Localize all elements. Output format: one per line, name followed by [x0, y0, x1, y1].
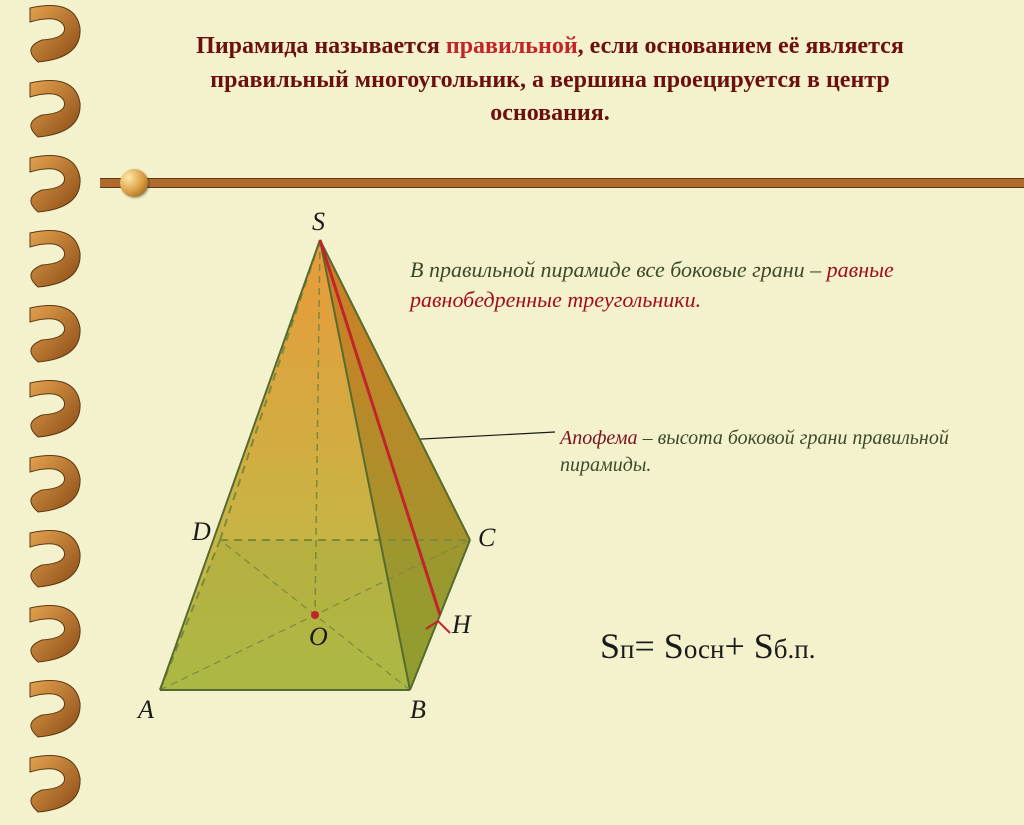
svg-text:C: C	[478, 523, 496, 552]
horizontal-rule	[100, 178, 1024, 188]
title-highlight: правильной	[446, 33, 578, 59]
svg-text:A: A	[136, 695, 154, 724]
svg-text:D: D	[191, 517, 211, 546]
spiral-binding	[20, 0, 90, 767]
apothem-term: Апофема	[560, 427, 638, 449]
pyramid-diagram: S A B C D O H	[120, 210, 540, 730]
bullet-decor	[120, 169, 148, 197]
svg-text:B: B	[410, 695, 426, 724]
svg-text:O: O	[309, 622, 328, 651]
apothem-definition: Апофема – высота боковой грани правильно…	[560, 425, 970, 479]
svg-text:S: S	[312, 210, 325, 236]
surface-area-formula: Sп= Sосн+ Sб.п.	[600, 625, 815, 667]
title-part1: Пирамида называется	[196, 33, 446, 59]
svg-text:H: H	[451, 610, 472, 639]
slide-title: Пирамида называется правильной, если осн…	[160, 30, 940, 131]
